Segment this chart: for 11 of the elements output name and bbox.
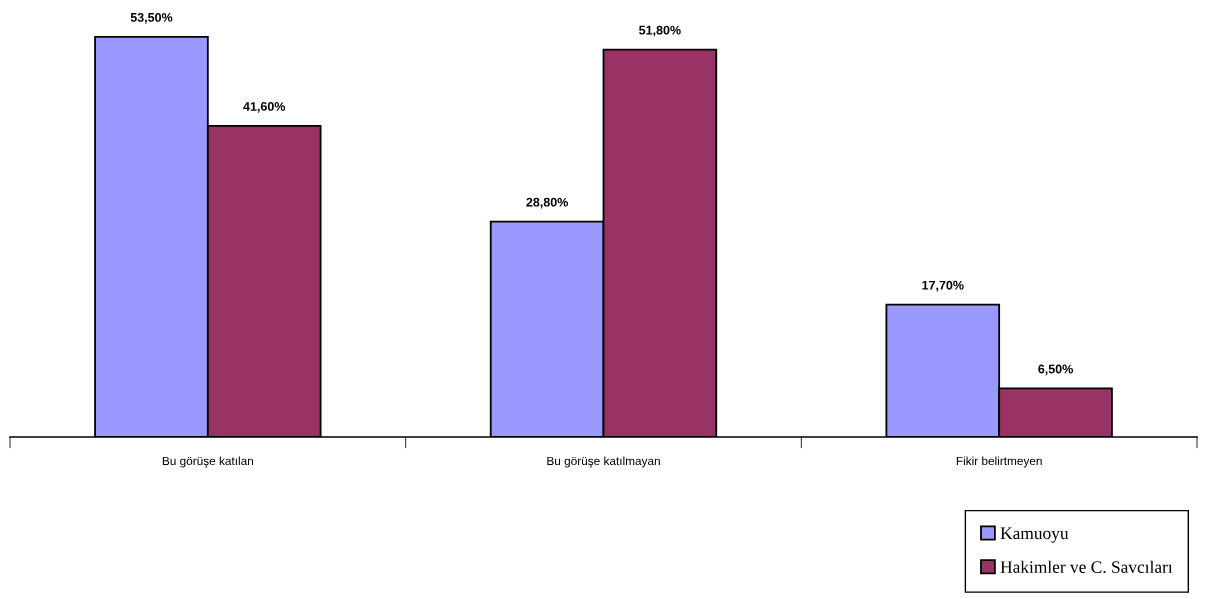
data-label: 6,50% bbox=[1038, 364, 1073, 376]
x-tick-label: Bu görüşe katılan bbox=[162, 456, 254, 468]
data-label: 17,70% bbox=[922, 280, 964, 292]
data-label: 51,80% bbox=[639, 25, 681, 37]
x-tick-label: Bu görüşe katılmayan bbox=[547, 456, 660, 468]
data-label: 41,60% bbox=[243, 102, 286, 113]
legend-label: Kamuoyu bbox=[1000, 527, 1069, 543]
data-label: 53,50% bbox=[130, 12, 173, 24]
data-label: 28,80% bbox=[526, 197, 568, 209]
legend-label: Hakimler ve C. Savcıları bbox=[1000, 560, 1173, 574]
x-tick-label: Fikir belirtmeyen bbox=[956, 456, 1042, 468]
